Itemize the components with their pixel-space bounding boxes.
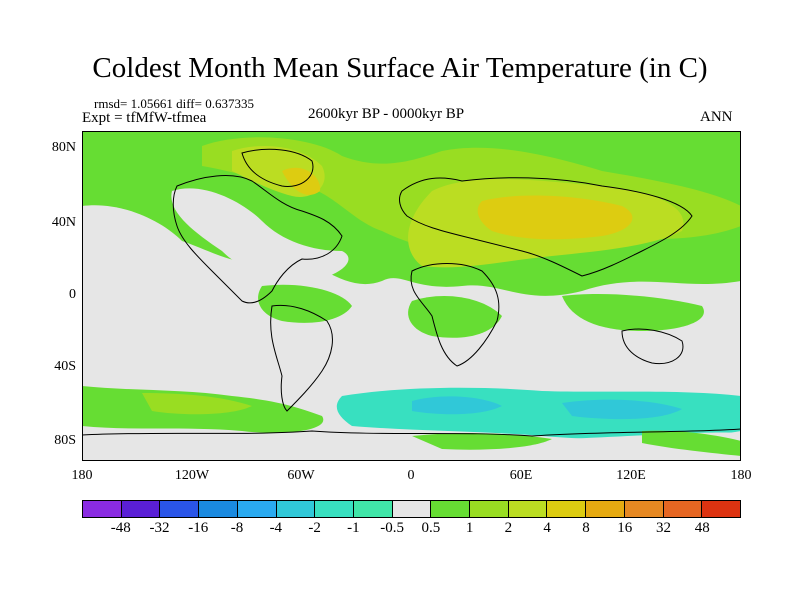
colorbar-label: 0.5 xyxy=(421,520,441,536)
colorbar-label: -2 xyxy=(308,520,321,536)
anomaly-region-positive xyxy=(408,296,502,338)
neutral-region xyxy=(82,205,185,281)
coastlines xyxy=(82,148,741,437)
colorbar-swatch xyxy=(507,500,547,518)
colorbar-swatch xyxy=(275,500,315,518)
colorbar-label: -16 xyxy=(188,520,209,536)
colorbar-swatch xyxy=(662,500,702,518)
colorbar-label: -8 xyxy=(230,520,244,536)
neutral-region xyxy=(171,188,349,281)
anomaly-region-negative xyxy=(562,399,682,420)
colorbar-label: -4 xyxy=(269,520,283,536)
period-text: 2600kyr BP - 0000kyr BP xyxy=(308,106,465,122)
colorbar-swatch xyxy=(159,500,199,518)
x-tick-label: 180 xyxy=(71,468,93,483)
colorbar-swatch xyxy=(352,500,392,518)
south-america-coastline xyxy=(270,304,333,412)
season-text: ANN xyxy=(700,109,733,125)
anomaly-region-positive xyxy=(477,195,633,240)
map-title: Coldest Month Mean Surface Air Temperatu… xyxy=(92,52,708,84)
colorbar-label: -32 xyxy=(149,520,170,536)
y-tick-label: 40N xyxy=(51,215,76,230)
colorbar-label: -48 xyxy=(110,520,131,536)
x-tick-label: 120E xyxy=(616,468,646,483)
x-tick-label: 180 xyxy=(730,468,752,483)
colorbar-swatch xyxy=(314,500,353,518)
map-frame xyxy=(82,131,741,461)
anomaly-region-positive xyxy=(412,433,552,450)
colorbar-label: 48 xyxy=(694,520,710,536)
anomaly-region-positive xyxy=(642,430,741,456)
colorbar-label: 2 xyxy=(504,520,513,536)
colorbar-swatch xyxy=(120,500,160,518)
colorbar-swatch xyxy=(701,500,741,518)
colorbar-swatch xyxy=(469,500,508,518)
colorbar-label: 1 xyxy=(465,520,474,536)
colorbar-swatch xyxy=(198,500,237,518)
anomaly-region-positive xyxy=(562,294,704,331)
colorbar-label: 32 xyxy=(655,520,671,536)
anomaly-region-positive xyxy=(282,167,321,195)
neutral-region xyxy=(82,428,741,461)
x-tick-label: 60W xyxy=(287,468,315,483)
x-tick-label: 60E xyxy=(509,468,533,483)
y-tick-label: 0 xyxy=(69,287,76,302)
colorbar-swatch xyxy=(236,500,276,518)
y-tick-label: 80S xyxy=(54,433,76,448)
colorbar-label: 4 xyxy=(543,520,551,536)
colorbar-label: 8 xyxy=(582,520,590,536)
colorbar-swatch xyxy=(430,500,470,518)
colorbar-swatch xyxy=(546,500,586,518)
x-tick-label: 120W xyxy=(174,468,210,483)
rmsd-diff-text: rmsd= 1.05661 diff= 0.637335 xyxy=(94,96,254,111)
y-tick-label: 80N xyxy=(51,140,76,155)
colorbar-swatch xyxy=(623,500,663,518)
colorbar-label: 16 xyxy=(617,520,633,536)
colorbar-label: -0.5 xyxy=(380,520,404,536)
eurasia-coastline xyxy=(399,177,693,277)
colorbar-label: -1 xyxy=(347,520,360,536)
anomaly-region-positive xyxy=(258,284,352,323)
colorbar-swatch xyxy=(82,500,121,518)
anomaly-region-positive xyxy=(142,393,252,415)
y-tick-label: 40S xyxy=(54,359,76,374)
experiment-text: Expt = tfMfW-tfmea xyxy=(82,110,207,126)
x-tick-label: 0 xyxy=(407,468,415,483)
colorbar-swatch xyxy=(391,500,431,518)
temperature-anomaly-map xyxy=(82,131,741,461)
antarctica-coastline xyxy=(82,428,741,437)
australia-coastline xyxy=(621,328,684,365)
africa-coastline xyxy=(410,263,500,367)
anomaly-region-negative xyxy=(412,396,502,415)
north-america-coastline xyxy=(172,175,343,304)
colorbar-swatch xyxy=(585,500,624,518)
greenland-coastline xyxy=(241,148,314,187)
colorbar xyxy=(82,500,741,518)
